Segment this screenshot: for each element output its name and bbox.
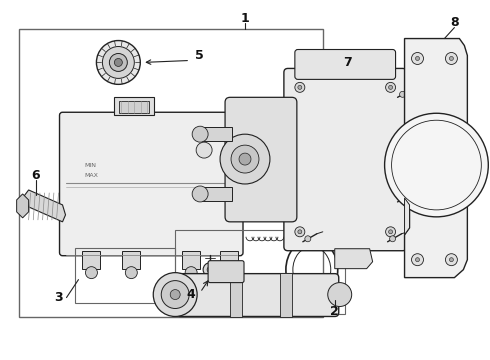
Circle shape <box>203 263 217 276</box>
Bar <box>202 127 232 141</box>
Circle shape <box>412 53 423 64</box>
Circle shape <box>223 267 235 279</box>
Polygon shape <box>405 198 410 235</box>
Polygon shape <box>17 194 28 218</box>
Circle shape <box>389 85 392 89</box>
Circle shape <box>416 258 419 262</box>
Circle shape <box>239 153 251 165</box>
Circle shape <box>295 82 305 92</box>
Circle shape <box>445 53 457 64</box>
Circle shape <box>399 91 406 97</box>
Circle shape <box>339 57 351 68</box>
FancyBboxPatch shape <box>225 97 297 222</box>
Bar <box>280 273 292 318</box>
Bar <box>175 230 345 315</box>
Circle shape <box>125 267 137 279</box>
Circle shape <box>298 230 302 234</box>
FancyBboxPatch shape <box>295 50 395 80</box>
Circle shape <box>351 255 359 263</box>
Circle shape <box>399 146 406 152</box>
Circle shape <box>412 254 423 266</box>
Bar <box>82 251 100 269</box>
Circle shape <box>161 280 189 309</box>
Circle shape <box>153 273 197 316</box>
Circle shape <box>185 267 197 279</box>
Circle shape <box>231 145 259 173</box>
Text: MIN: MIN <box>84 163 97 167</box>
Bar <box>122 251 140 269</box>
Text: MAX: MAX <box>84 172 98 177</box>
Text: 7: 7 <box>343 56 352 69</box>
Circle shape <box>207 267 213 273</box>
Circle shape <box>220 134 270 184</box>
Circle shape <box>114 58 122 67</box>
Bar <box>120 101 149 113</box>
Circle shape <box>305 236 311 242</box>
Polygon shape <box>238 135 260 215</box>
Polygon shape <box>335 249 372 269</box>
Bar <box>75 248 175 302</box>
Circle shape <box>85 267 98 279</box>
Bar <box>182 251 200 269</box>
Circle shape <box>170 289 180 300</box>
Text: 6: 6 <box>31 168 40 181</box>
Circle shape <box>386 227 395 237</box>
Circle shape <box>449 258 453 262</box>
Text: 5: 5 <box>195 49 204 62</box>
Circle shape <box>192 126 208 142</box>
Text: 8: 8 <box>450 16 459 29</box>
Bar <box>202 187 232 201</box>
Bar <box>220 251 238 269</box>
Text: 4: 4 <box>186 288 195 301</box>
Circle shape <box>97 41 140 84</box>
Circle shape <box>390 236 395 242</box>
Bar <box>19 28 323 318</box>
Polygon shape <box>23 190 66 222</box>
Circle shape <box>102 46 134 78</box>
Text: 2: 2 <box>330 305 339 318</box>
Circle shape <box>385 113 489 217</box>
Circle shape <box>386 82 395 92</box>
Circle shape <box>295 227 305 237</box>
Circle shape <box>328 283 352 306</box>
Circle shape <box>399 196 406 202</box>
FancyBboxPatch shape <box>59 112 243 256</box>
Circle shape <box>196 142 212 158</box>
FancyBboxPatch shape <box>176 274 339 316</box>
Circle shape <box>445 254 457 266</box>
Text: 3: 3 <box>54 291 63 304</box>
Text: 1: 1 <box>241 12 249 25</box>
Bar <box>230 273 242 318</box>
Circle shape <box>389 230 392 234</box>
Circle shape <box>109 54 127 71</box>
Bar <box>114 97 154 115</box>
Circle shape <box>416 57 419 60</box>
FancyBboxPatch shape <box>208 261 244 283</box>
Circle shape <box>192 186 208 202</box>
Polygon shape <box>405 39 467 278</box>
FancyBboxPatch shape <box>284 68 407 251</box>
Circle shape <box>449 57 453 60</box>
Circle shape <box>298 85 302 89</box>
